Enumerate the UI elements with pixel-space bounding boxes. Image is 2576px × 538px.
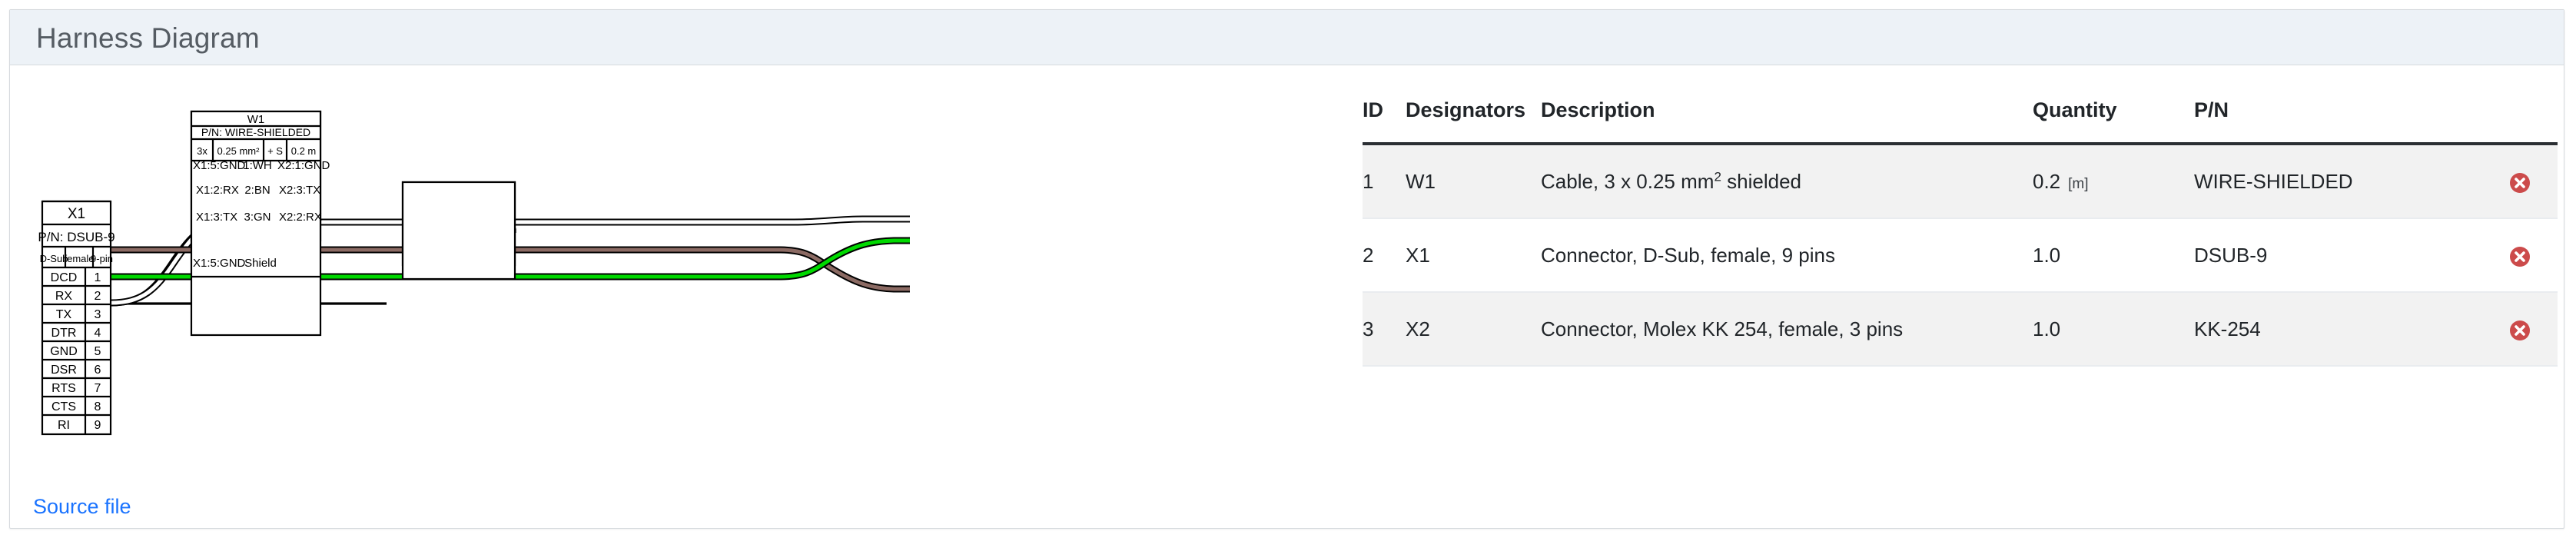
cell-pn[interactable]: KK-254 [2194,292,2509,367]
w1-spec-shield: + S [267,145,283,157]
cell-pn[interactable]: WIRE-SHIELDED [2194,144,2509,219]
cell-id: 3 [1363,292,1406,367]
column-header-designators[interactable]: Designators [1406,98,1541,145]
x1-pin-label: DTR [51,327,77,340]
bom-table-container: ID Designators Description Quantity P/N … [1363,98,2558,367]
bom-table-body: 1 W1 Cable, 3 x 0.25 mm2 shielded 0.2 [m]… [1363,144,2558,367]
x1-pin-number: 8 [95,400,101,413]
column-header-id[interactable]: ID [1363,98,1406,145]
x1-pin-label: DSR [51,364,77,377]
x1-pin-label: GND [50,345,78,358]
table-row[interactable]: 3 X2 Connector, Molex KK 254, female, 3 … [1363,292,2558,367]
x1-pin-label: DCD [51,271,78,284]
x1-pin-label: TX [56,308,72,321]
qty-unit: [m] [2068,175,2089,192]
harness-diagram-panel: Harness Diagram .tbl { fill:#ffffff; str… [9,9,2564,529]
x1-spec-gender: female [64,253,94,264]
x1-pin-number: 9 [95,419,101,432]
column-header-actions [2509,98,2558,145]
w1-pn: P/N: WIRE-SHIELDED [201,126,310,138]
cell-designators: W1 [1406,144,1541,219]
x1-pin-label: RTS [51,382,76,395]
qty-unit [2060,250,2068,266]
w1-wire2-right: X2:3:TX [279,184,320,197]
desc-post: shielded [1721,169,1801,193]
x1-spec-pincount: 9-pin [91,253,113,264]
w1-wire3-right: X2:2:RX [279,211,322,224]
table-row[interactable]: 1 W1 Cable, 3 x 0.25 mm2 shielded 0.2 [m]… [1363,144,2558,219]
w1-wire2-mid: 2:BN [244,184,270,197]
cell-description: Connector, Molex KK 254, female, 3 pins [1541,292,2033,367]
x1-pn: P/N: DSUB-9 [38,230,115,244]
x1-pin-rows: DCD 1 RX 2 TX 3 DTR 4 GND 5 DSR 6 RTS 7 … [42,271,111,432]
desc-pre: Connector, Molex KK 254, female, 3 pins [1541,317,1904,340]
x1-pin-label: CTS [51,400,76,413]
table-row[interactable]: 2 X1 Connector, D-Sub, female, 9 pins 1.… [1363,218,2558,293]
x1-pin-number: 3 [95,308,101,321]
w1-wire1-mid: 1:WH [243,159,272,172]
harness-schematic-svg: .tbl { fill:#ffffff; stroke:#000000; str… [38,110,910,436]
bom-table-head: ID Designators Description Quantity P/N [1363,98,2558,145]
x1-pin-label: RX [55,290,73,303]
wireviz-diagram: .tbl { fill:#ffffff; stroke:#000000; str… [10,65,1309,530]
x1-pin-number: 1 [95,271,101,284]
cell-actions [2509,218,2558,293]
cable-table-w1: W1 P/N: WIRE-SHIELDED 3x 0.25 mm² + S 0.… [190,110,330,337]
x1-pin-number: 6 [95,364,101,377]
delete-row-icon[interactable] [2509,172,2531,194]
desc-pre: Connector, D-Sub, female, 9 pins [1541,243,1835,267]
x1-pin-number: 5 [95,345,101,358]
w1-spec-gauge: 0.25 mm² [217,145,261,157]
cell-designators: X2 [1406,292,1541,367]
delete-row-icon[interactable] [2509,246,2531,267]
desc-pre: Cable, 3 x 0.25 mm [1541,169,1715,193]
w1-spec-length: 0.2 m [291,145,317,157]
delete-row-icon[interactable] [2509,320,2531,341]
cell-quantity: 1.0 [2033,218,2194,293]
cell-id: 1 [1363,144,1406,219]
qty-value: 0.2 [2033,169,2061,193]
cell-description: Connector, D-Sub, female, 9 pins [1541,218,2033,293]
w1-spec-count: 3x [197,145,207,157]
qty-unit [2060,324,2068,340]
column-header-quantity[interactable]: Quantity [2033,98,2194,145]
cell-pn[interactable]: DSUB-9 [2194,218,2509,293]
connector-table-x2: X2 P/N: KK-254 Molex KK 254 female 3-pin… [401,181,516,281]
w1-wire2-left: X1:2:RX [196,184,239,197]
w1-shield-mid: Shield [244,257,277,270]
cell-description: Cable, 3 x 0.25 mm2 shielded [1541,144,2033,219]
panel-header: Harness Diagram [10,10,2564,65]
w1-shield-left: X1:5:GND [193,257,246,270]
cell-actions [2509,292,2558,367]
w1-wire3-left: X1:3:TX [196,211,237,224]
x1-pin-number: 7 [95,382,101,395]
w1-wire1-right: X2:1:GND [277,159,330,172]
bom-header-row: ID Designators Description Quantity P/N [1363,98,2558,145]
qty-value: 1.0 [2033,243,2061,267]
x1-name: X1 [68,206,85,222]
desc-superscript: 2 [1714,168,1721,184]
w1-wire3-mid: 3:GN [244,211,271,224]
x1-pin-number: 2 [95,290,101,303]
w1-wire1-left: X1:5:GND [193,159,246,172]
x1-pin-number: 4 [95,327,101,340]
x1-pin-label: RI [58,419,70,432]
column-header-description[interactable]: Description [1541,98,2033,145]
page-title: Harness Diagram [36,22,260,54]
cell-quantity: 1.0 [2033,292,2194,367]
column-header-pn[interactable]: P/N [2194,98,2509,145]
qty-value: 1.0 [2033,317,2061,340]
cell-actions [2509,144,2558,219]
bom-table: ID Designators Description Quantity P/N … [1363,98,2558,367]
cell-id: 2 [1363,218,1406,293]
connector-table-x1: X1 P/N: DSUB-9 D-Sub female 9-pin [38,200,115,436]
x1-spec-type: D-Sub [40,253,68,264]
w1-name: W1 [247,113,265,126]
cell-quantity: 0.2 [m] [2033,144,2194,219]
source-file-link[interactable]: Source file [33,495,131,518]
cell-designators: X1 [1406,218,1541,293]
